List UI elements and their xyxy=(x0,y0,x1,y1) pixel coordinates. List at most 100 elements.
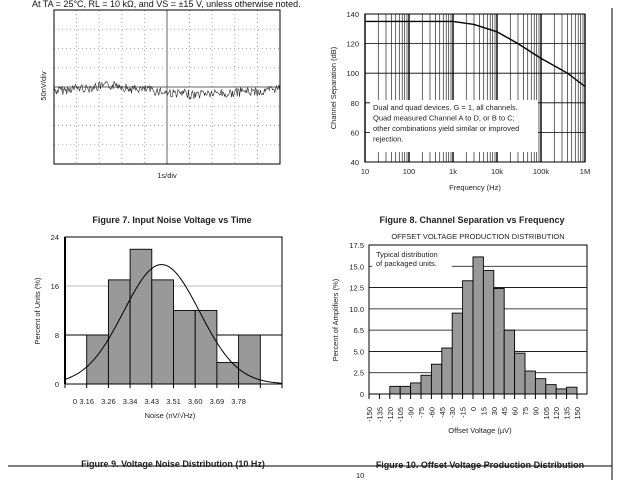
x-tick-label: 30 xyxy=(490,407,499,415)
x-tick-label: 150 xyxy=(573,407,582,420)
figure-7: 1s/div 50nV/div Figure 7. Input Noise Volt… xyxy=(39,9,281,225)
x-tick-label: 3.51 xyxy=(166,397,181,406)
histogram-bar xyxy=(151,279,174,385)
x-tick-label: -90 xyxy=(407,407,416,418)
figure-caption: Figure 9. Voltage Noise Distribution (10… xyxy=(81,459,265,469)
histogram-bar xyxy=(129,248,153,385)
histogram-bar xyxy=(493,287,505,395)
x-tick-label: -75 xyxy=(417,407,426,418)
x-tick-label: 1k xyxy=(449,167,457,176)
x-tick-label: -60 xyxy=(427,407,436,418)
x-tick-label: 10k xyxy=(491,167,503,176)
x-tick-label: 100 xyxy=(403,167,416,176)
x-tick-label: 1M xyxy=(580,167,590,176)
figure-caption: Figure 10. Offset Voltage Production Dis… xyxy=(376,460,584,470)
x-tick-label: -45 xyxy=(438,407,447,418)
histogram-bar xyxy=(420,374,432,395)
plot-frame xyxy=(364,13,586,163)
annotation-line: of packaged units. xyxy=(376,259,437,268)
figure-caption: Figure 8. Channel Separation vs Frequenc… xyxy=(379,215,564,225)
x-tick-label: 3.34 xyxy=(123,397,138,406)
x-tick-label: 10 xyxy=(361,167,369,176)
annotation-line: other combinations yield similar or impr… xyxy=(373,124,519,133)
y-tick-label: 100 xyxy=(346,69,359,78)
y-tick-label: 12.5 xyxy=(349,284,364,293)
x-axis-label: 1s/div xyxy=(157,171,177,180)
page-number-fragment: 10 xyxy=(356,471,364,480)
figure-caption: Figure 7. Input Noise Voltage vs Time xyxy=(92,215,251,225)
x-tick-label: 60 xyxy=(511,407,520,415)
histogram-bar xyxy=(545,384,557,395)
x-tick-label: 45 xyxy=(500,407,509,415)
histogram-bar xyxy=(86,334,109,385)
histogram-bar xyxy=(399,385,412,395)
annotation-line: rejection. xyxy=(373,135,403,144)
histogram-bar xyxy=(238,334,261,385)
x-tick-label: -105 xyxy=(396,407,405,422)
x-tick-label: -15 xyxy=(459,407,468,418)
y-tick-label: 140 xyxy=(346,10,359,19)
histogram-bar xyxy=(462,280,474,395)
x-tick-label: 3.60 xyxy=(188,397,203,406)
x-tick-label: 120 xyxy=(552,407,561,420)
y-tick-label: 120 xyxy=(346,40,359,49)
y-axis-label: Channel Separation (dB) xyxy=(329,46,338,129)
histogram-bar xyxy=(389,385,401,395)
header-backdrop xyxy=(30,0,340,8)
x-tick-label: 75 xyxy=(521,407,530,415)
y-axis-label: Percent of Amplifiers (%) xyxy=(331,278,340,361)
histogram-bar xyxy=(451,312,464,395)
x-tick-label: 105 xyxy=(542,407,551,420)
y-tick-label: 60 xyxy=(351,128,359,137)
x-tick-label: 3.69 xyxy=(210,397,225,406)
x-axis-label: Offset Voltage (µV) xyxy=(448,426,512,435)
y-axis-label: Percent of Units (%) xyxy=(33,277,42,345)
histogram-bar xyxy=(534,378,547,395)
histogram-bar xyxy=(173,310,196,385)
x-tick-label: 3.78 xyxy=(231,397,246,406)
histogram-bar xyxy=(514,352,526,395)
annotation-line: Typical distribution xyxy=(376,250,438,259)
x-tick-label: 135 xyxy=(563,407,572,420)
figure-8: Dual and quad devices. G = 1, all channe… xyxy=(329,10,590,225)
x-tick-label: 15 xyxy=(479,407,488,415)
x-tick-label: 100k xyxy=(533,167,550,176)
histogram-bar xyxy=(441,347,453,395)
annotation-line: Dual and quad devices. G = 1, all channe… xyxy=(373,103,518,112)
histogram-bar xyxy=(482,270,495,395)
y-tick-label: 10.0 xyxy=(349,305,364,314)
y-tick-label: 15.0 xyxy=(349,262,364,271)
histogram-bar xyxy=(566,386,578,395)
histogram-bar xyxy=(430,363,443,395)
x-tick-label: 3.43 xyxy=(144,397,159,406)
series-line xyxy=(365,20,586,88)
normal-fit-curve xyxy=(64,264,282,384)
chart-title: OFFSET VOLTAGE PRODUCTION DISTRIBUTION xyxy=(391,232,564,241)
histogram-bar xyxy=(555,388,568,395)
figure-10: OFFSET VOLTAGE PRODUCTION DISTRIBUTION Ty… xyxy=(331,232,588,470)
annotation-line: Quad measured Channel A to D, or B to C; xyxy=(373,114,515,123)
x-axis-label: Noise (nV/√Hz) xyxy=(145,411,196,420)
y-tick-label: 5.0 xyxy=(354,347,364,356)
y-axis-label: 50nV/div xyxy=(39,71,48,100)
x-tick-label: 3.16 xyxy=(79,397,94,406)
x-tick-label: -135 xyxy=(375,407,384,422)
histogram-bar xyxy=(107,279,131,385)
annotation-box xyxy=(372,248,452,272)
y-tick-label: 0 xyxy=(360,390,364,399)
header-note: At TA = 25°C, RL = 10 kΩ, and VS = ±15 V… xyxy=(32,0,301,9)
plot-frame xyxy=(368,244,588,395)
histogram-bar xyxy=(503,329,516,395)
y-tick-label: 16 xyxy=(51,282,59,291)
x-tick-label: -120 xyxy=(386,407,395,422)
histogram-bar xyxy=(472,256,484,395)
x-tick-label: -150 xyxy=(365,407,374,422)
histogram-bar xyxy=(524,370,536,395)
y-tick-label: 2.5 xyxy=(354,369,364,378)
x-tick-label: 90 xyxy=(531,407,540,415)
y-tick-label: 0 xyxy=(55,380,59,389)
annotation-box xyxy=(370,100,538,152)
y-tick-label: 6.5 xyxy=(354,326,364,335)
noise-trace xyxy=(53,80,280,101)
